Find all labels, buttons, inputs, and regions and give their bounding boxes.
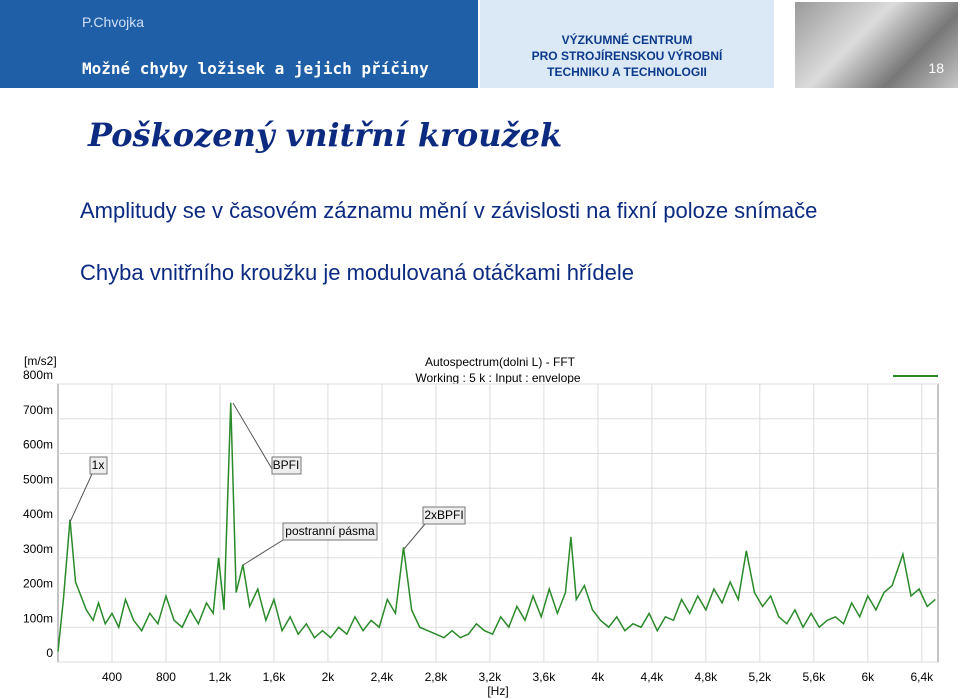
- callout-box: [282, 522, 378, 541]
- text-line: Amplitudy se v časovém záznamu mění v zá…: [80, 198, 818, 223]
- x-label: [Hz]: [487, 684, 508, 698]
- chart-subtitle: Working : 5 k : Input : envelope: [415, 371, 581, 385]
- y-tick-label: 400m: [23, 507, 53, 521]
- x-tick-label: 1,2k: [209, 670, 233, 684]
- annotation: 1x: [92, 458, 105, 472]
- chart-title: Autospectrum(dolni L) - FFT: [425, 355, 576, 369]
- institute-line: PRO STROJÍRENSKOU VÝROBNÍ: [531, 49, 723, 63]
- chart: Autospectrum(dolni L) - FFT Working : 5 …: [23, 354, 939, 698]
- y-tick-label: 600m: [23, 438, 53, 452]
- header-photo: [795, 2, 958, 88]
- y-tick-label: 100m: [23, 611, 53, 625]
- annotation: 2xBPFI: [424, 508, 463, 522]
- y-tick-label: 700m: [23, 403, 53, 417]
- header-bar: [0, 0, 478, 88]
- y-tick-label: 0: [46, 646, 53, 660]
- y-tick-label: 800m: [23, 368, 53, 382]
- y-label: [m/s2]: [24, 354, 57, 368]
- y-tick-label: 300m: [23, 542, 53, 556]
- y-tick-label: 500m: [23, 472, 53, 486]
- slide-title: Poškozený vnitřní kroužek: [88, 116, 563, 154]
- text-line: Chyba vnitřního kroužku je modulovaná ot…: [80, 260, 634, 285]
- x-tick-label: 3,2k: [479, 670, 503, 684]
- x-tick-label: 6,4k: [910, 670, 934, 684]
- x-tick-label: 4k: [592, 670, 606, 684]
- x-tick-label: 6k: [861, 670, 875, 684]
- author: P.Chvojka: [82, 14, 145, 30]
- callout-box: [422, 506, 466, 525]
- institute-line: TECHNIKU A TECHNOLOGII: [547, 65, 707, 79]
- institute-line: VÝZKUMNÉ CENTRUM: [561, 33, 693, 47]
- x-tick-label: 4,4k: [641, 670, 665, 684]
- x-tick-label: 800: [156, 670, 176, 684]
- page-number: 18: [928, 60, 944, 76]
- x-tick-label: 5,2k: [748, 670, 772, 684]
- callout-box: [89, 456, 108, 475]
- spectrum-line: [57, 402, 936, 652]
- callout-box: [271, 456, 302, 475]
- x-tick-label: 400: [102, 670, 122, 684]
- topic: Možné chyby ložisek a jejich příčiny: [82, 59, 429, 78]
- y-tick-label: 200m: [23, 577, 53, 591]
- annotations: [69, 402, 426, 566]
- x-tick-label: 3,6k: [533, 670, 557, 684]
- institute-box: [480, 0, 774, 88]
- annotation: postranní pásma: [285, 524, 375, 538]
- annotation: BPFI: [273, 458, 300, 472]
- x-tick-label: 2,8k: [425, 670, 449, 684]
- x-tick-label: 2k: [322, 670, 336, 684]
- x-tick-label: 1,6k: [263, 670, 287, 684]
- x-tick-label: 2,4k: [371, 670, 395, 684]
- x-tick-label: 5,6k: [802, 670, 826, 684]
- x-tick-label: 4,8k: [695, 670, 719, 684]
